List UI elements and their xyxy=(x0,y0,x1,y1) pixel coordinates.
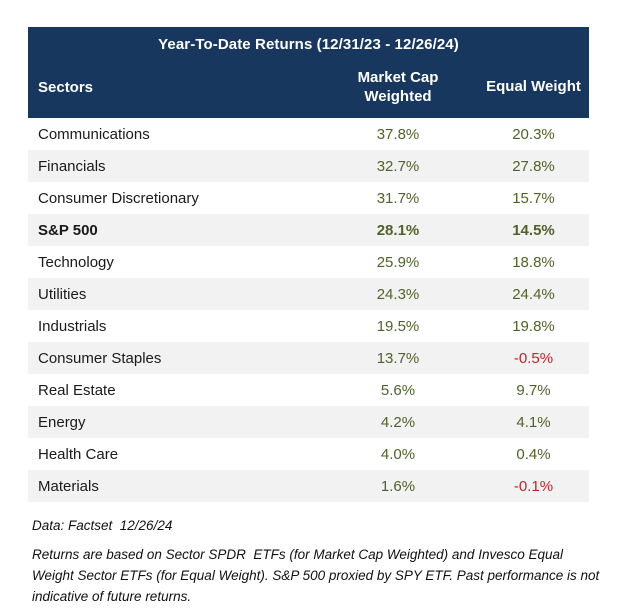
sector-name: Real Estate xyxy=(38,381,116,399)
equal-weight-value: 24.4% xyxy=(512,285,555,303)
equal-weight-value: 27.8% xyxy=(512,157,555,175)
equal-weight-value: 15.7% xyxy=(512,189,555,207)
equal-weight-value: 14.5% xyxy=(512,221,555,239)
table-body: Communications 37.8% 20.3% Financials 32.7% 2… xyxy=(28,118,589,502)
equal-weight-value: 0.4% xyxy=(516,445,551,463)
market-cap-weighted-value: 25.9% xyxy=(376,253,420,271)
table-row: Energy 4.2% 4.1% xyxy=(28,406,589,438)
table-row: Financials 32.7% 27.8% xyxy=(28,150,589,182)
table-row: Materials 1.6% -0.1% xyxy=(28,470,589,502)
footer: Data: Factset 12/26/24 Returns are based… xyxy=(32,518,604,608)
market-cap-weighted-value: 24.3% xyxy=(376,285,420,303)
market-cap-weighted-value: 19.5% xyxy=(376,317,420,335)
disclaimer-note: Returns are based on Sector SPDR ETFs (f… xyxy=(32,547,604,604)
sector-name: Communications xyxy=(38,125,150,143)
sector-name: Consumer Discretionary xyxy=(38,189,199,207)
market-cap-weighted-value: 13.7% xyxy=(376,349,420,367)
table-header: Year-To-Date Returns (12/31/23 - 12/26/2… xyxy=(28,27,589,118)
table-row: Industrials 19.5% 19.8% xyxy=(28,310,589,342)
table-row: Utilities 24.3% 24.4% xyxy=(28,278,589,310)
sector-name: Utilities xyxy=(38,285,87,303)
equal-weight-value: 4.1% xyxy=(516,413,551,431)
sector-name: Technology xyxy=(38,253,114,271)
sector-name: Consumer Staples xyxy=(38,349,162,367)
table-row: Health Care 4.0% 0.4% xyxy=(28,438,589,470)
table-row: Consumer Staples 13.7% -0.5% xyxy=(28,342,589,374)
sector-name: Financials xyxy=(38,157,106,175)
table-row: Technology 25.9% 18.8% xyxy=(28,246,589,278)
market-cap-weighted-value: 4.2% xyxy=(380,413,416,431)
table-title: Year-To-Date Returns (12/31/23 - 12/26/2… xyxy=(158,35,459,53)
ytd-returns-table: Year-To-Date Returns (12/31/23 - 12/26/2… xyxy=(28,27,589,502)
equal-weight-value: 9.7% xyxy=(516,381,551,399)
market-cap-weighted-value: 4.0% xyxy=(380,445,416,463)
table-row: Communications 37.8% 20.3% xyxy=(28,118,589,150)
table-row: Consumer Discretionary 31.7% 15.7% xyxy=(28,182,589,214)
sector-name: S&P 500 xyxy=(38,221,98,239)
equal-weight-value: 18.8% xyxy=(512,253,555,271)
market-cap-weighted-value: 31.7% xyxy=(376,189,420,207)
table-row: S&P 500 28.1% 14.5% xyxy=(28,214,589,246)
equal-weight-value: 20.3% xyxy=(512,125,555,143)
market-cap-weighted-value: 5.6% xyxy=(380,381,416,399)
equal-weight-value: -0.5% xyxy=(513,349,554,367)
column-header-row: Sectors Market Cap Weighted Equal Weight xyxy=(28,61,589,118)
market-cap-weighted-value: 28.1% xyxy=(376,221,420,239)
sector-name: Materials xyxy=(38,477,99,495)
equal-weight-value: -0.1% xyxy=(513,477,554,495)
sector-name: Energy xyxy=(38,413,86,431)
sector-name: Industrials xyxy=(38,317,107,335)
equal-weight-value: 19.8% xyxy=(512,317,555,335)
column-header-sectors: Sectors xyxy=(38,79,94,96)
sector-name: Health Care xyxy=(38,445,119,463)
table-row: Real Estate 5.6% 9.7% xyxy=(28,374,589,406)
market-cap-weighted-value: 37.8% xyxy=(376,125,420,143)
data-source-note: Data: Factset 12/26/24 xyxy=(32,518,173,533)
market-cap-weighted-value: 1.6% xyxy=(380,477,416,495)
column-header-market-cap-weighted: Market Cap Weighted xyxy=(318,69,478,107)
market-cap-weighted-value: 32.7% xyxy=(376,157,420,175)
market-cap-line1: Market Cap xyxy=(357,68,439,86)
column-header-equal-weight: Equal Weight xyxy=(486,78,581,96)
market-cap-line2: Weighted xyxy=(364,87,432,105)
